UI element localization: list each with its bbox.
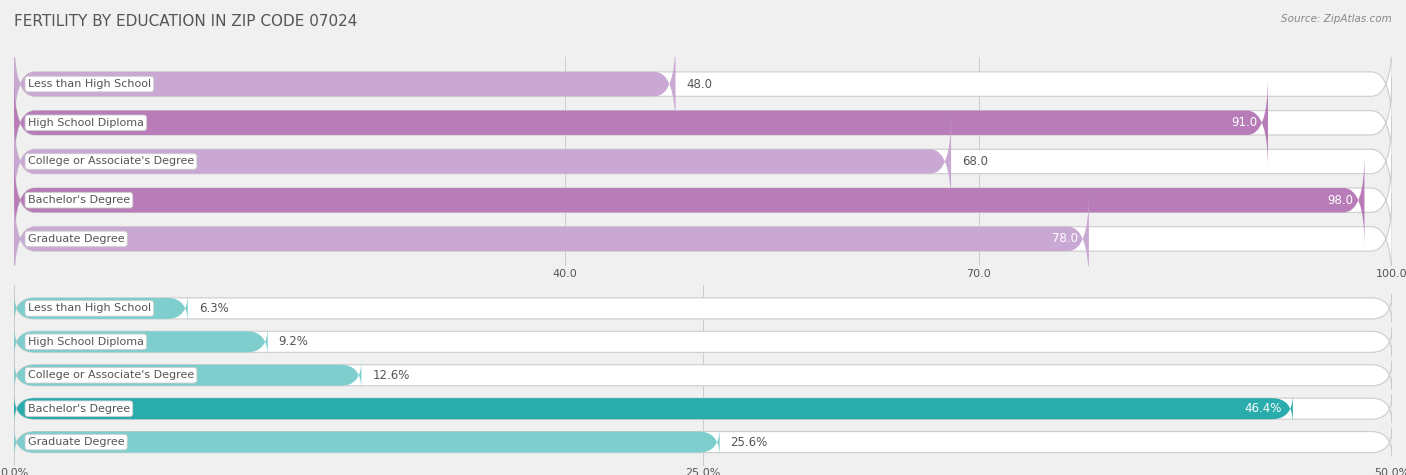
Text: Graduate Degree: Graduate Degree [28, 234, 125, 244]
FancyBboxPatch shape [14, 327, 267, 356]
FancyBboxPatch shape [14, 77, 1392, 169]
Text: 78.0: 78.0 [1052, 232, 1078, 246]
Text: 98.0: 98.0 [1327, 194, 1354, 207]
Text: 48.0: 48.0 [686, 77, 713, 91]
Text: High School Diploma: High School Diploma [28, 118, 143, 128]
Text: Bachelor's Degree: Bachelor's Degree [28, 404, 129, 414]
Text: 12.6%: 12.6% [373, 369, 409, 382]
Text: College or Associate's Degree: College or Associate's Degree [28, 370, 194, 380]
FancyBboxPatch shape [14, 428, 1392, 456]
Text: 6.3%: 6.3% [198, 302, 228, 315]
Text: Less than High School: Less than High School [28, 79, 150, 89]
Text: 68.0: 68.0 [962, 155, 988, 168]
Text: 9.2%: 9.2% [278, 335, 308, 348]
FancyBboxPatch shape [14, 193, 1392, 285]
FancyBboxPatch shape [14, 428, 720, 456]
FancyBboxPatch shape [14, 154, 1392, 246]
Text: High School Diploma: High School Diploma [28, 337, 143, 347]
FancyBboxPatch shape [14, 327, 1392, 356]
FancyBboxPatch shape [14, 294, 188, 323]
Text: College or Associate's Degree: College or Associate's Degree [28, 156, 194, 167]
Text: 25.6%: 25.6% [731, 436, 768, 448]
Text: 46.4%: 46.4% [1244, 402, 1282, 415]
FancyBboxPatch shape [14, 361, 361, 390]
Text: 91.0: 91.0 [1230, 116, 1257, 129]
FancyBboxPatch shape [14, 115, 1392, 208]
FancyBboxPatch shape [14, 294, 1392, 323]
FancyBboxPatch shape [14, 193, 1088, 285]
Text: Source: ZipAtlas.com: Source: ZipAtlas.com [1281, 14, 1392, 24]
Text: Graduate Degree: Graduate Degree [28, 437, 125, 447]
FancyBboxPatch shape [14, 154, 1364, 246]
FancyBboxPatch shape [14, 38, 1392, 130]
FancyBboxPatch shape [14, 38, 675, 130]
Text: Bachelor's Degree: Bachelor's Degree [28, 195, 129, 205]
Text: Less than High School: Less than High School [28, 304, 150, 314]
FancyBboxPatch shape [14, 394, 1392, 423]
FancyBboxPatch shape [14, 361, 1392, 390]
FancyBboxPatch shape [14, 115, 950, 208]
FancyBboxPatch shape [14, 394, 1294, 423]
Text: FERTILITY BY EDUCATION IN ZIP CODE 07024: FERTILITY BY EDUCATION IN ZIP CODE 07024 [14, 14, 357, 29]
FancyBboxPatch shape [14, 77, 1268, 169]
